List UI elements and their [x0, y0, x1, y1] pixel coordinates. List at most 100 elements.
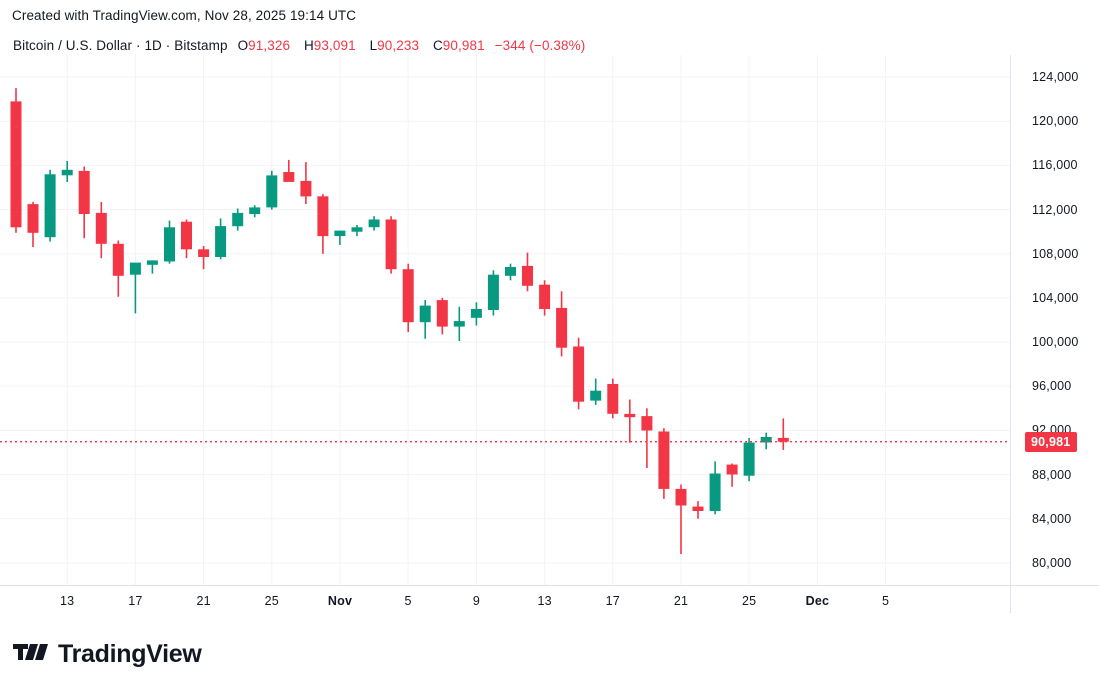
candle-body	[641, 416, 653, 431]
candle-body	[215, 226, 227, 257]
candle	[709, 461, 721, 515]
legend-interval[interactable]: 1D	[144, 38, 162, 53]
candle	[453, 306, 465, 341]
candle-body	[181, 221, 192, 250]
candle	[743, 438, 755, 482]
legend-high-value: 93,091	[313, 38, 356, 53]
candle	[556, 291, 568, 357]
candle-body	[249, 207, 261, 214]
candle	[402, 263, 414, 333]
legend-separator-1: ·	[132, 38, 145, 53]
candle	[505, 263, 516, 281]
candle-body	[624, 413, 636, 418]
legend-low-value: 90,233	[377, 38, 420, 53]
candle	[692, 501, 704, 519]
candle-body	[760, 437, 772, 443]
candle	[522, 252, 533, 292]
time-axis-tick: 17	[128, 594, 143, 608]
candle	[590, 378, 602, 405]
candle-body	[539, 284, 551, 309]
candle-body	[334, 230, 346, 237]
candle-body	[368, 219, 380, 228]
legend-open: O91,326	[238, 38, 291, 53]
candle	[10, 88, 22, 233]
price-axis-tick: 104,000	[1032, 290, 1079, 305]
price-axis-tick: 108,000	[1032, 246, 1079, 261]
chart-plot-area[interactable]	[0, 55, 1010, 585]
candle-body	[198, 249, 210, 257]
candle	[27, 201, 39, 248]
time-axis-tick: Dec	[805, 594, 830, 608]
candle	[198, 246, 210, 270]
legend-symbol[interactable]: Bitcoin / U.S. Dollar	[13, 38, 133, 53]
candle	[317, 194, 329, 254]
time-axis-tick: 21	[196, 594, 211, 608]
price-axis[interactable]: 124,000 120,000 116,000 112,000 108,000 104,0…	[1010, 55, 1099, 585]
candle-body	[95, 212, 107, 244]
candle	[181, 219, 192, 259]
legend-close: C90,981	[433, 38, 485, 53]
legend-low: L90,233	[370, 38, 420, 53]
candle	[641, 408, 653, 468]
candle-body	[266, 175, 278, 208]
legend-close-value: 90,981	[442, 38, 485, 53]
candle	[658, 428, 670, 499]
candle	[129, 262, 141, 314]
candle-body	[522, 265, 533, 286]
legend-high: H93,091	[304, 38, 356, 53]
candle	[266, 170, 278, 210]
candle-body	[129, 262, 141, 275]
legend-close-label: C	[432, 38, 443, 53]
time-axis-tick: 25	[741, 594, 757, 608]
candle-body	[777, 437, 789, 442]
candle-body	[573, 346, 585, 402]
price-axis-divider	[1010, 55, 1011, 613]
candle-body	[317, 196, 329, 237]
chart-legend: Bitcoin / U.S. Dollar · 1D · Bitstamp O91…	[13, 38, 585, 53]
candle	[249, 205, 261, 218]
price-axis-tick: 84,000	[1032, 511, 1072, 526]
candle-body	[78, 170, 90, 214]
legend-low-label: L	[369, 38, 378, 53]
price-axis-tick: 96,000	[1032, 379, 1072, 394]
candle-body	[453, 321, 465, 327]
legend-open-label: O	[237, 38, 249, 53]
time-axis-tick: 25	[264, 594, 279, 608]
candle	[283, 159, 295, 182]
candle	[78, 166, 90, 239]
candle-body	[556, 307, 568, 348]
tradingview-logo-icon	[13, 643, 49, 666]
time-axis-tick: 17	[605, 594, 620, 608]
candle-body	[419, 305, 431, 323]
price-axis-tick: 120,000	[1032, 114, 1079, 129]
time-axis-tick: 21	[673, 594, 689, 608]
candle	[419, 300, 431, 339]
candle-body	[402, 269, 414, 323]
legend-change: −344 (−0.38%)	[494, 38, 586, 53]
price-axis-tick: 88,000	[1032, 467, 1072, 482]
legend-high-label: H	[303, 38, 314, 53]
candle	[368, 216, 380, 231]
candle-body	[607, 384, 619, 414]
candle	[44, 169, 56, 242]
current-price-badge[interactable]: 90,981	[1025, 431, 1078, 452]
candle	[300, 162, 312, 205]
candle-body	[709, 473, 721, 511]
candle	[385, 216, 397, 274]
time-axis-tick: 5	[882, 594, 890, 608]
time-axis-tick: 5	[404, 594, 412, 608]
candle-body	[487, 274, 499, 310]
candle	[436, 297, 448, 335]
time-axis-tick: Nov	[327, 594, 353, 608]
candle	[146, 260, 158, 274]
candle	[726, 463, 738, 487]
candle	[232, 208, 244, 231]
time-axis[interactable]: 13 17 21 25 Nov 5 9 13 17 21 25 Dec 5	[0, 586, 1010, 614]
candle-body	[27, 204, 39, 233]
legend-exchange[interactable]: Bitstamp	[174, 38, 228, 53]
candle-body	[743, 442, 755, 476]
candle-body	[692, 506, 704, 511]
candle	[470, 302, 482, 326]
candle-body	[61, 169, 73, 176]
